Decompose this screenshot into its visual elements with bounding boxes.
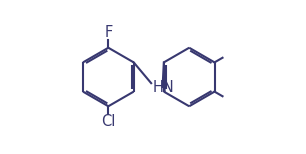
Text: HN: HN (153, 79, 175, 95)
Text: F: F (104, 25, 113, 40)
Text: Cl: Cl (101, 114, 116, 129)
